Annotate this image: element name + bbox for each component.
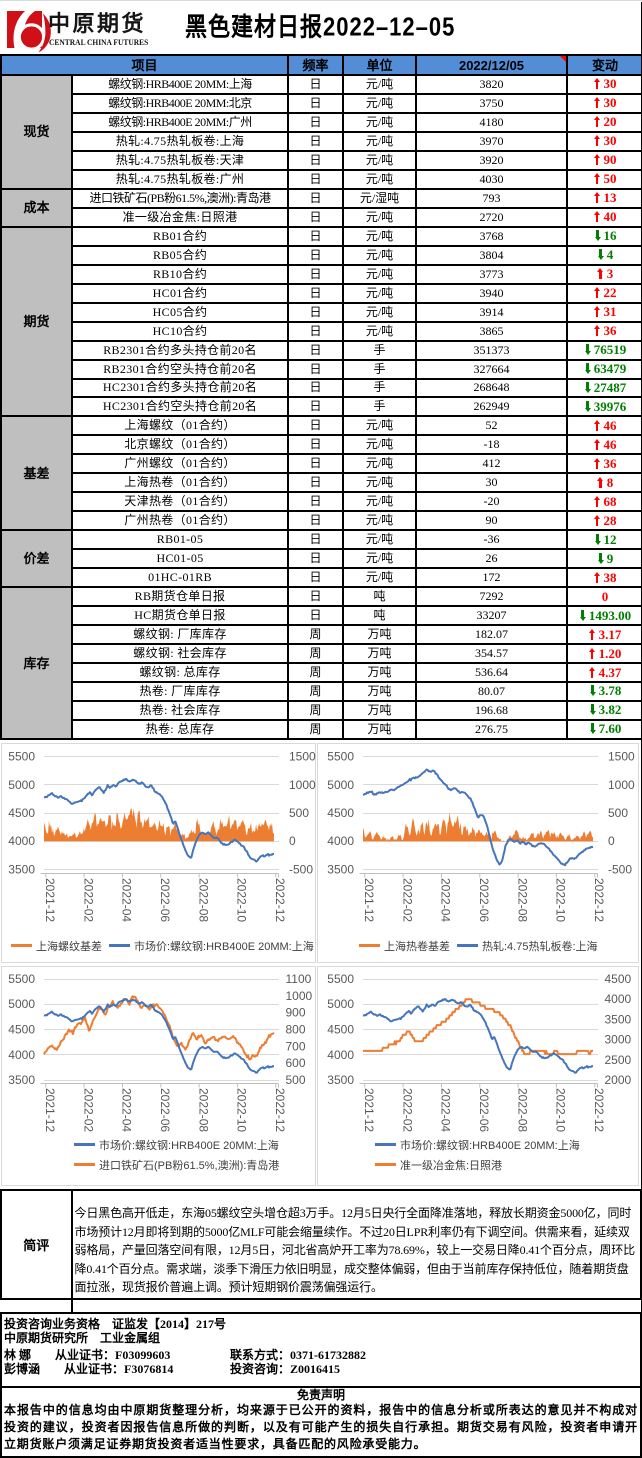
svg-text:5500: 5500 xyxy=(327,972,354,986)
svg-text:市场价:螺纹钢:HRB400E 20MM:上海: 市场价:螺纹钢:HRB400E 20MM:上海 xyxy=(99,1138,279,1152)
svg-text:3500: 3500 xyxy=(327,863,354,877)
svg-text:4000: 4000 xyxy=(327,1048,354,1062)
svg-text:1000: 1000 xyxy=(289,778,316,792)
svg-text:2022-06: 2022-06 xyxy=(158,878,172,922)
svg-text:4500: 4500 xyxy=(8,806,35,820)
svg-text:2021-12: 2021-12 xyxy=(362,878,376,922)
svg-text:准一级冶金焦:日照港: 准一级冶金焦:日照港 xyxy=(400,1158,502,1172)
svg-text:3000: 3000 xyxy=(605,1033,632,1047)
svg-text:1000: 1000 xyxy=(608,778,635,792)
svg-text:5000: 5000 xyxy=(327,778,354,792)
svg-text:2022-06: 2022-06 xyxy=(477,878,491,922)
svg-text:3500: 3500 xyxy=(8,1073,35,1087)
svg-text:2022-12: 2022-12 xyxy=(592,1088,606,1132)
svg-text:2022-08: 2022-08 xyxy=(196,878,210,922)
svg-text:1500: 1500 xyxy=(289,750,316,764)
svg-text:2022-06: 2022-06 xyxy=(477,1088,491,1132)
svg-text:1500: 1500 xyxy=(608,750,635,764)
svg-text:5500: 5500 xyxy=(327,750,354,764)
svg-text:5500: 5500 xyxy=(8,750,35,764)
svg-text:0: 0 xyxy=(289,834,296,848)
svg-text:900: 900 xyxy=(286,1006,306,1020)
svg-text:2000: 2000 xyxy=(605,1073,632,1087)
svg-text:3500: 3500 xyxy=(8,863,35,877)
svg-text:5000: 5000 xyxy=(8,997,35,1011)
svg-text:700: 700 xyxy=(286,1039,306,1053)
svg-text:2022-04: 2022-04 xyxy=(120,1088,134,1132)
svg-text:2500: 2500 xyxy=(605,1053,632,1067)
svg-text:2022-06: 2022-06 xyxy=(158,1088,172,1132)
svg-text:0: 0 xyxy=(608,834,615,848)
svg-text:2022-10: 2022-10 xyxy=(235,878,249,922)
svg-text:3500: 3500 xyxy=(327,1073,354,1087)
svg-text:2021-12: 2021-12 xyxy=(43,1088,57,1132)
svg-text:2022-04: 2022-04 xyxy=(120,878,134,922)
svg-text:市场价:螺纹钢:HRB400E 20MM:上海: 市场价:螺纹钢:HRB400E 20MM:上海 xyxy=(400,1138,580,1152)
svg-text:2022-10: 2022-10 xyxy=(235,1088,249,1132)
svg-text:2022-02: 2022-02 xyxy=(400,878,414,922)
svg-text:2022-04: 2022-04 xyxy=(439,878,453,922)
svg-text:-500: -500 xyxy=(608,863,632,877)
svg-text:2022-02: 2022-02 xyxy=(81,1088,95,1132)
svg-text:2021-12: 2021-12 xyxy=(362,1088,376,1132)
svg-text:500: 500 xyxy=(286,1073,306,1087)
svg-text:5000: 5000 xyxy=(327,997,354,1011)
svg-text:2021-12: 2021-12 xyxy=(43,878,57,922)
svg-text:2022-12: 2022-12 xyxy=(273,878,287,922)
svg-text:4500: 4500 xyxy=(605,972,632,986)
svg-text:2022-10: 2022-10 xyxy=(554,878,568,922)
svg-text:4000: 4000 xyxy=(8,1048,35,1062)
svg-text:市场价:螺纹钢:HRB400E 20MM:上海: 市场价:螺纹钢:HRB400E 20MM:上海 xyxy=(134,939,314,953)
svg-text:5000: 5000 xyxy=(8,778,35,792)
svg-text:上海热卷基差: 上海热卷基差 xyxy=(384,939,450,953)
svg-text:2022-08: 2022-08 xyxy=(515,878,529,922)
svg-text:500: 500 xyxy=(608,806,628,820)
svg-text:2022-10: 2022-10 xyxy=(554,1088,568,1132)
svg-text:进口铁矿石(PB粉61.5%,澳洲):青岛港: 进口铁矿石(PB粉61.5%,澳洲):青岛港 xyxy=(99,1158,279,1172)
svg-text:2022-02: 2022-02 xyxy=(400,1088,414,1132)
svg-text:1000: 1000 xyxy=(286,989,313,1003)
svg-text:1100: 1100 xyxy=(286,972,312,986)
svg-text:5500: 5500 xyxy=(8,972,35,986)
svg-text:4000: 4000 xyxy=(605,992,632,1006)
svg-text:4000: 4000 xyxy=(8,834,35,848)
svg-text:2022-04: 2022-04 xyxy=(439,1088,453,1132)
svg-text:上海螺纹基差: 上海螺纹基差 xyxy=(36,939,102,953)
svg-text:4500: 4500 xyxy=(327,1023,354,1037)
svg-text:500: 500 xyxy=(289,806,309,820)
svg-text:4000: 4000 xyxy=(327,834,354,848)
svg-text:-500: -500 xyxy=(289,863,313,877)
svg-text:2022-08: 2022-08 xyxy=(515,1088,529,1132)
svg-text:2022-12: 2022-12 xyxy=(273,1088,287,1132)
svg-text:热轧:4.75热轧板卷:上海: 热轧:4.75热轧板卷:上海 xyxy=(482,939,598,953)
svg-text:2022-08: 2022-08 xyxy=(196,1088,210,1132)
svg-text:2022-02: 2022-02 xyxy=(81,878,95,922)
svg-text:800: 800 xyxy=(286,1023,306,1037)
svg-text:3500: 3500 xyxy=(605,1012,632,1026)
svg-text:4500: 4500 xyxy=(8,1023,35,1037)
svg-text:2022-12: 2022-12 xyxy=(592,878,606,922)
svg-text:600: 600 xyxy=(286,1056,306,1070)
svg-text:4500: 4500 xyxy=(327,806,354,820)
